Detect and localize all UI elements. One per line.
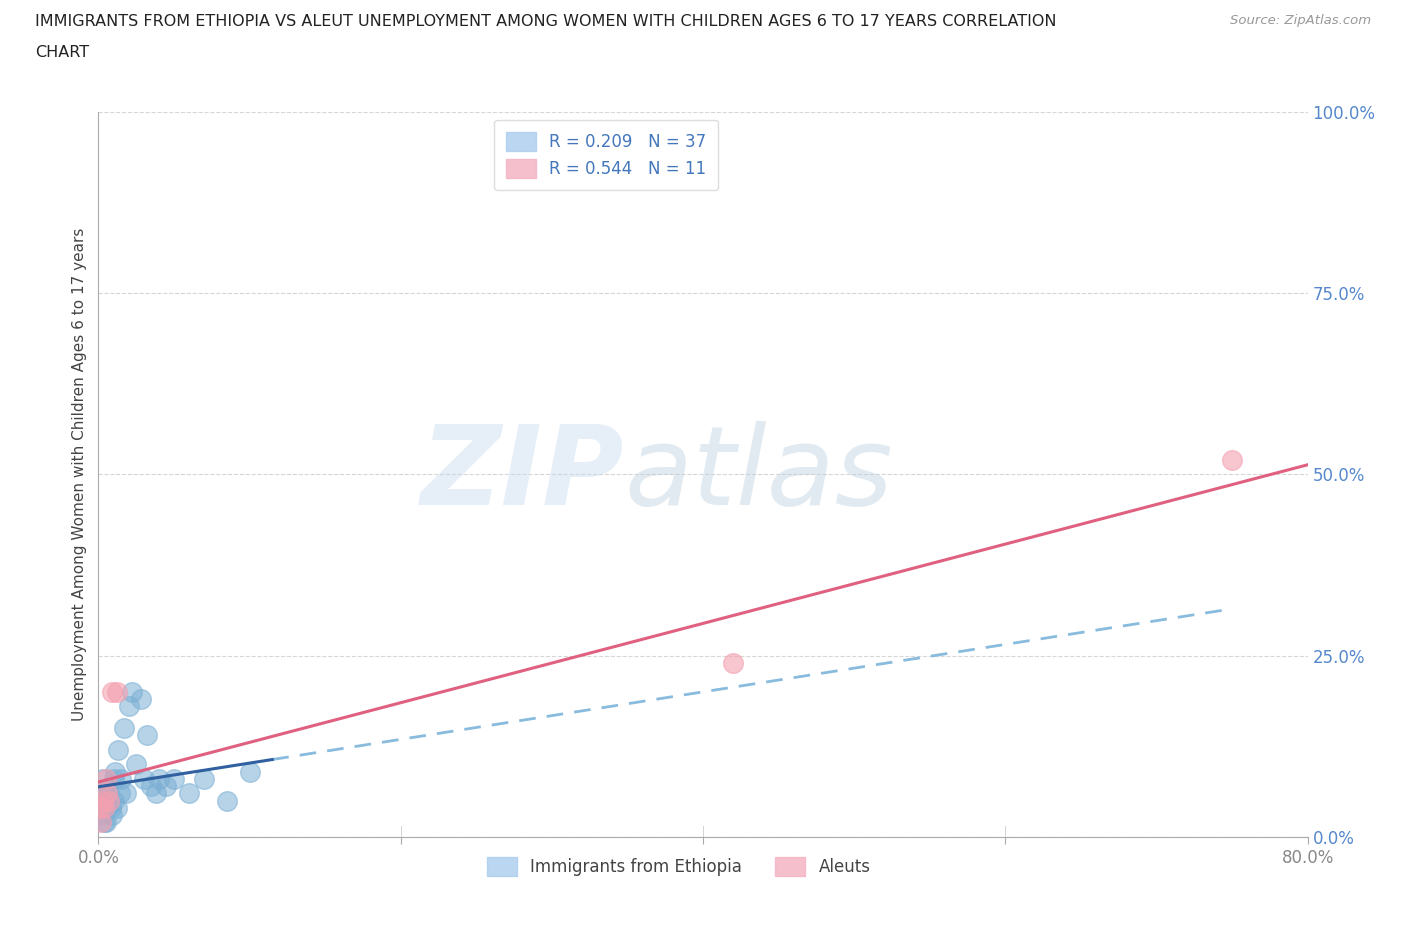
Point bbox=[98, 786, 121, 801]
Point bbox=[89, 793, 111, 808]
Point bbox=[94, 815, 117, 830]
Point bbox=[100, 801, 122, 816]
Point bbox=[91, 793, 114, 808]
Point bbox=[108, 786, 131, 801]
Point bbox=[96, 786, 118, 801]
Point bbox=[132, 772, 155, 787]
Point bbox=[90, 808, 112, 823]
Point bbox=[91, 772, 114, 787]
Point bbox=[93, 786, 115, 801]
Point bbox=[193, 772, 215, 787]
Point bbox=[112, 721, 135, 736]
Legend: Immigrants from Ethiopia, Aleuts: Immigrants from Ethiopia, Aleuts bbox=[481, 851, 877, 884]
Point bbox=[98, 793, 121, 808]
Point bbox=[89, 801, 111, 816]
Point bbox=[114, 786, 136, 801]
Y-axis label: Unemployment Among Women with Children Ages 6 to 17 years: Unemployment Among Women with Children A… bbox=[72, 228, 87, 721]
Point bbox=[90, 815, 112, 830]
Point bbox=[1220, 452, 1243, 467]
Point bbox=[104, 764, 127, 779]
Point bbox=[105, 801, 128, 816]
Point bbox=[723, 656, 745, 671]
Text: ZIP: ZIP bbox=[420, 420, 624, 528]
Point bbox=[148, 772, 170, 787]
Point bbox=[93, 815, 115, 830]
Point bbox=[101, 808, 124, 823]
Text: CHART: CHART bbox=[35, 45, 89, 60]
Text: Source: ZipAtlas.com: Source: ZipAtlas.com bbox=[1230, 14, 1371, 27]
Point bbox=[90, 786, 112, 801]
Point bbox=[94, 772, 117, 787]
Point bbox=[155, 778, 177, 793]
Point bbox=[129, 692, 152, 707]
Point bbox=[110, 772, 132, 787]
Point bbox=[125, 757, 148, 772]
Point bbox=[105, 684, 128, 699]
Point bbox=[101, 684, 124, 699]
Point bbox=[179, 786, 201, 801]
Text: atlas: atlas bbox=[624, 420, 893, 528]
Point bbox=[145, 786, 167, 801]
Point bbox=[215, 793, 238, 808]
Point bbox=[118, 699, 141, 714]
Point bbox=[135, 728, 157, 743]
Point bbox=[91, 801, 114, 816]
Point bbox=[103, 793, 125, 808]
Text: IMMIGRANTS FROM ETHIOPIA VS ALEUT UNEMPLOYMENT AMONG WOMEN WITH CHILDREN AGES 6 : IMMIGRANTS FROM ETHIOPIA VS ALEUT UNEMPL… bbox=[35, 14, 1057, 29]
Point bbox=[107, 742, 129, 757]
Point bbox=[93, 801, 115, 816]
Point bbox=[94, 793, 117, 808]
Point bbox=[121, 684, 143, 699]
Point bbox=[103, 772, 125, 787]
Point bbox=[141, 778, 163, 793]
Point bbox=[96, 801, 118, 816]
Point bbox=[239, 764, 262, 779]
Point bbox=[163, 772, 186, 787]
